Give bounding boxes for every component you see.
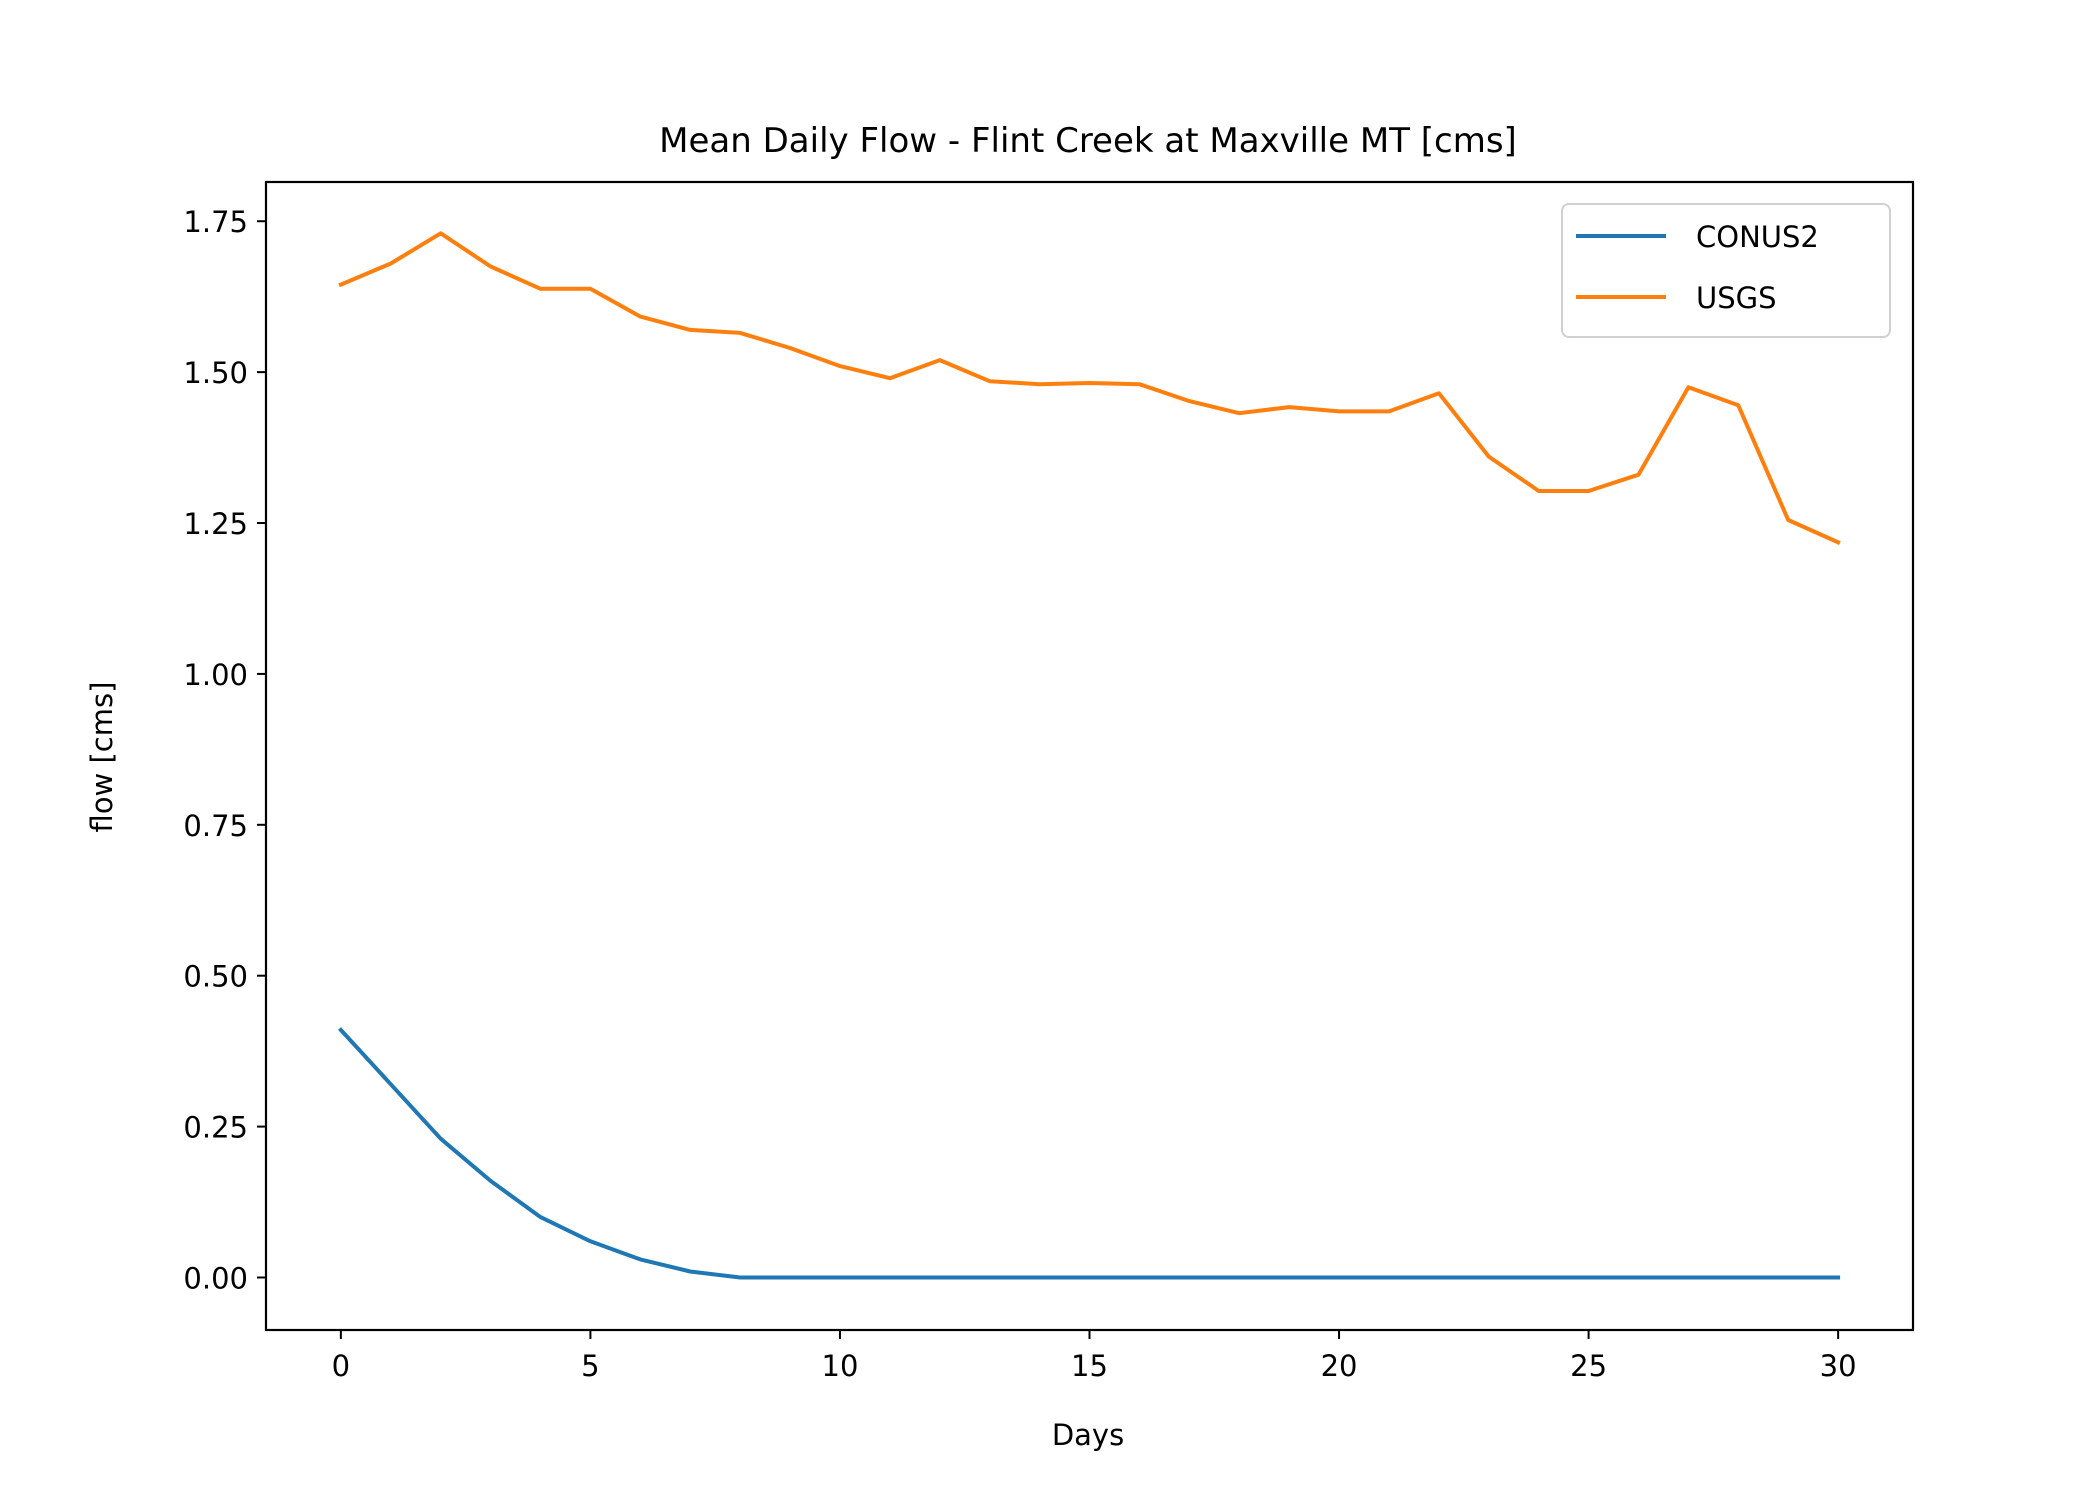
x-tick-label: 15 [1071,1349,1108,1383]
x-tick-label: 30 [1820,1349,1857,1383]
y-tick-label: 1.25 [183,507,248,541]
x-tick-label: 5 [581,1349,599,1383]
y-axis: 0.00 0.25 0.50 0.75 1.00 1.25 1.50 1.75 [183,205,266,1295]
legend-label-usgs: USGS [1696,281,1777,315]
y-tick-label: 0.50 [183,960,248,994]
series-line-usgs [338,231,1841,545]
y-tick-label: 1.50 [183,356,248,390]
x-tick-label: 25 [1570,1349,1607,1383]
x-tick-label: 10 [822,1349,859,1383]
y-tick-label: 0.00 [183,1261,248,1295]
y-axis-label: flow [cms] [85,682,119,833]
x-axis-label: Days [1052,1418,1124,1452]
y-tick-label: 1.75 [183,205,248,239]
plot-frame [264,180,1915,1332]
y-tick-label: 1.00 [183,658,248,692]
legend-label-conus2: CONUS2 [1696,220,1819,254]
series-line-conus2 [338,1027,1841,1280]
legend: CONUS2 USGS [1561,203,1891,338]
y-tick-label: 0.75 [183,809,248,843]
x-axis: 0 5 10 15 20 25 30 [332,1330,1857,1383]
series-lines [338,231,1841,1280]
x-tick-label: 0 [332,1349,350,1383]
x-tick-label: 20 [1321,1349,1358,1383]
y-tick-label: 0.25 [183,1111,248,1145]
chart-title: Mean Daily Flow - Flint Creek at Maxvill… [659,121,1517,161]
